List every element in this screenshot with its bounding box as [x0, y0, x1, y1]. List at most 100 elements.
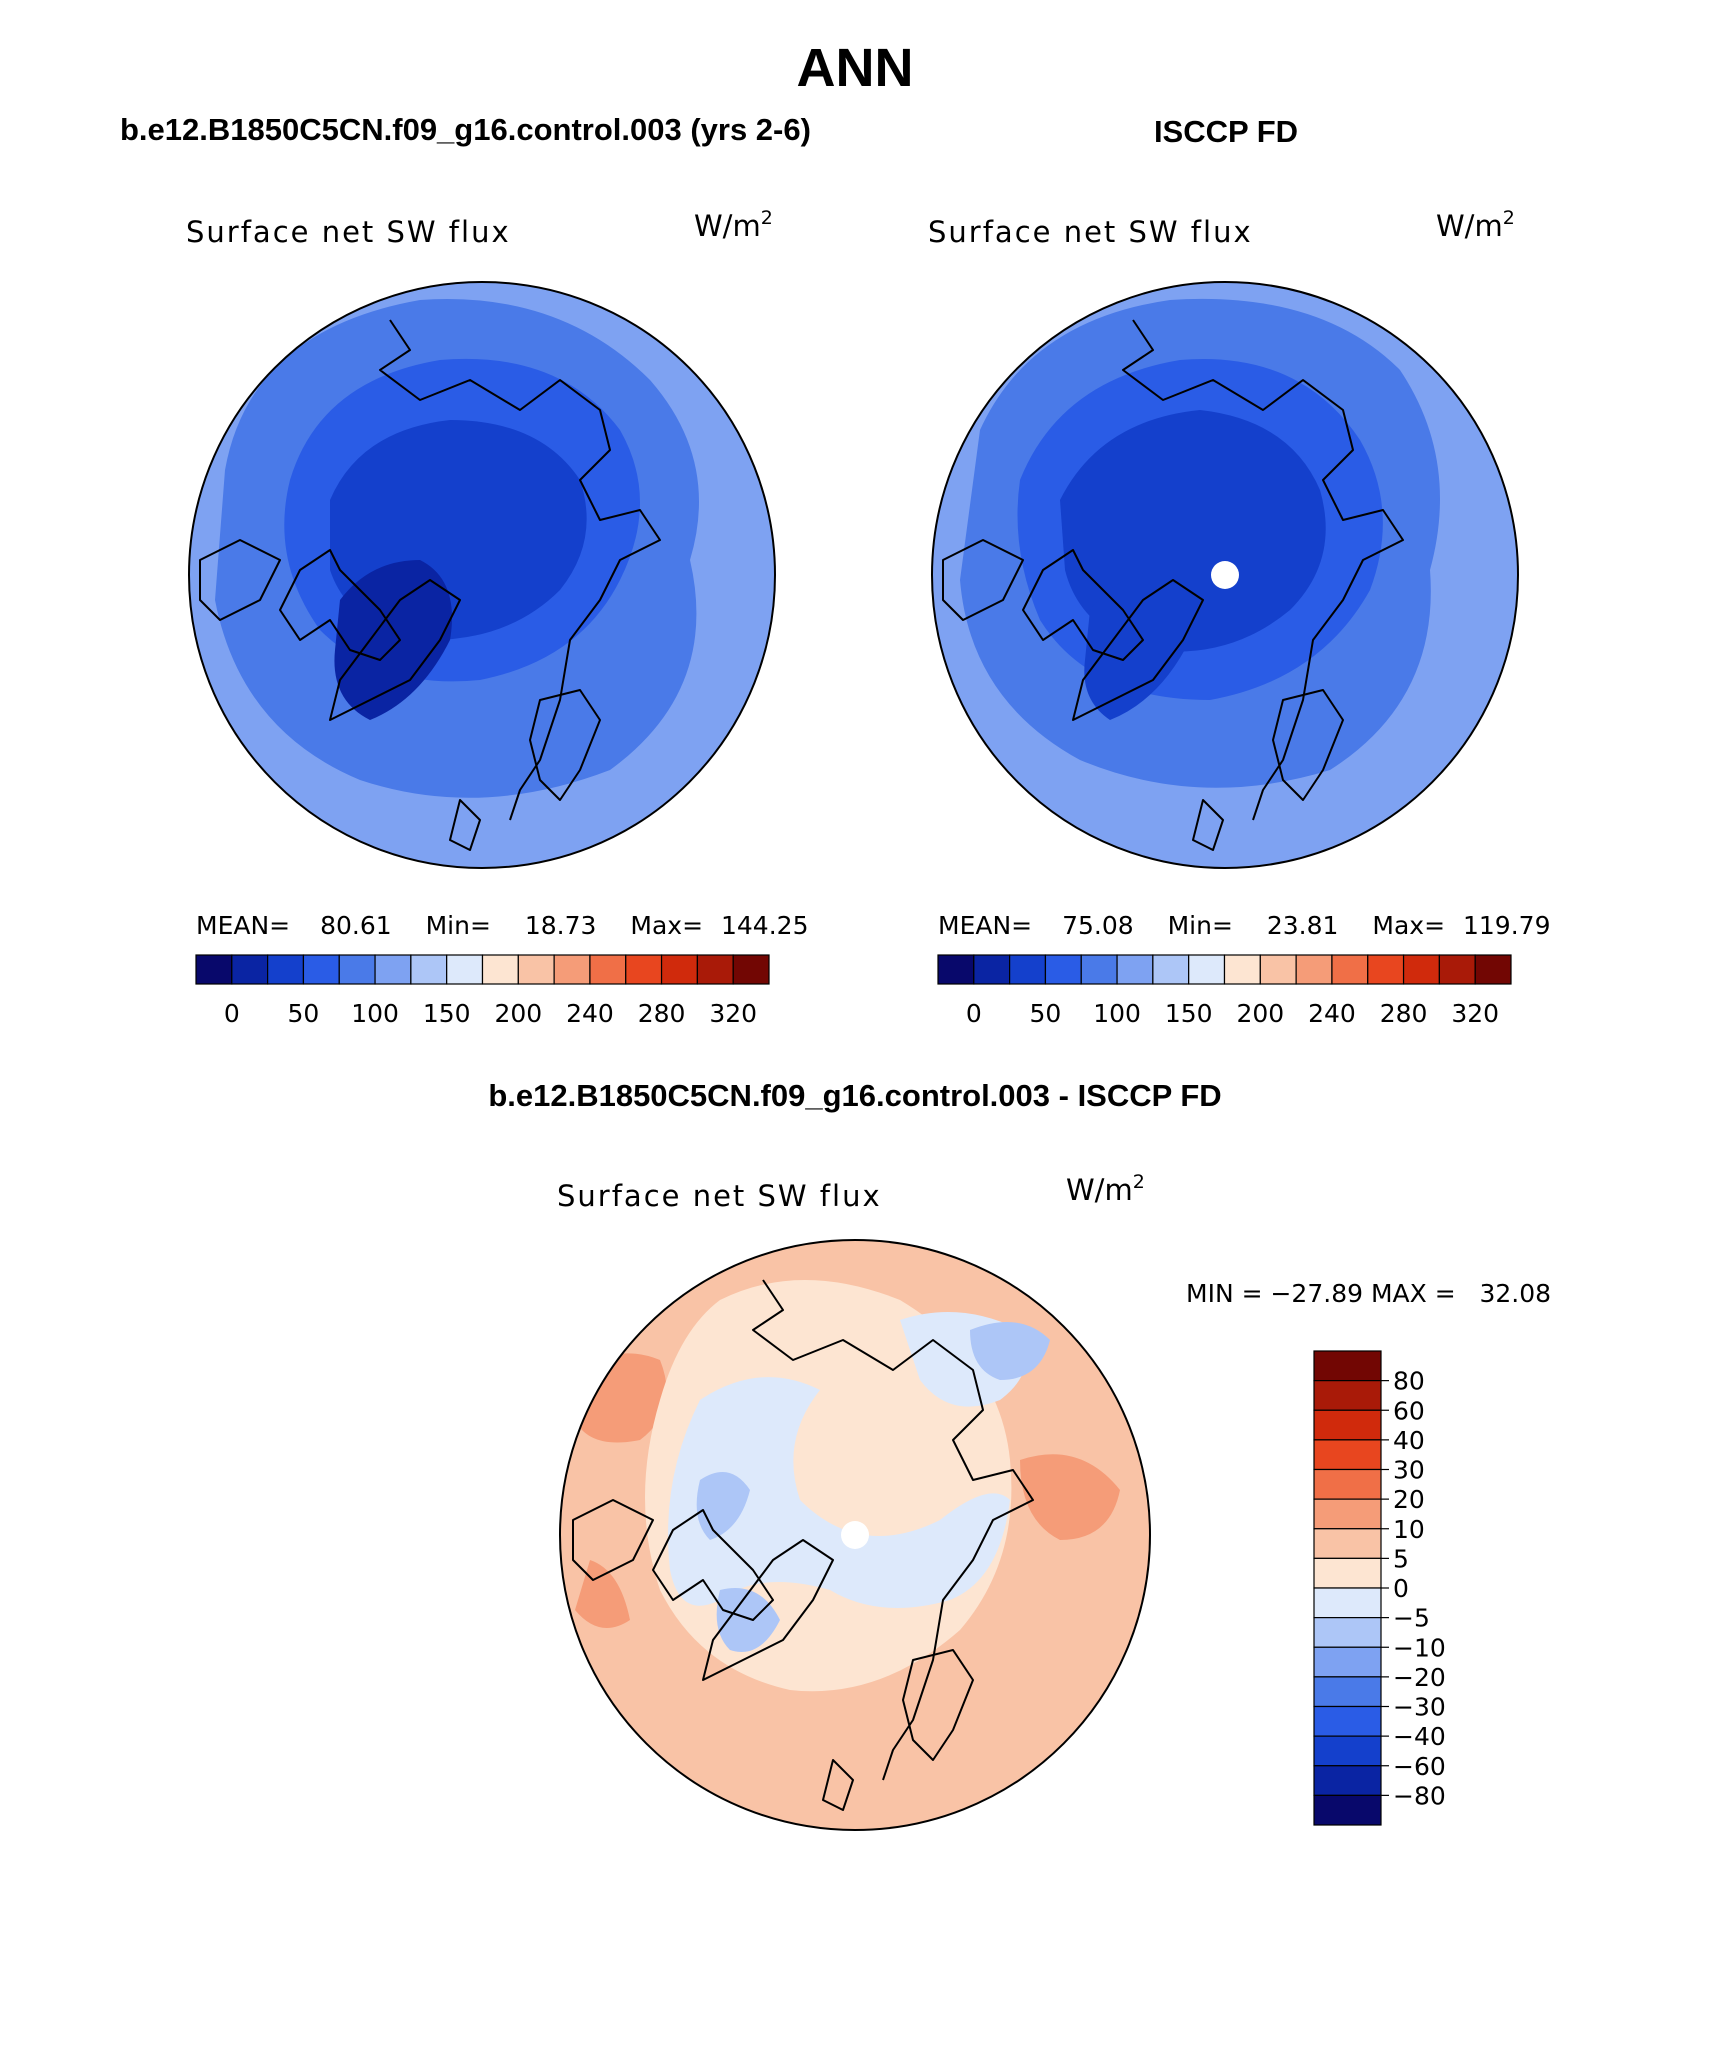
- colorbar-obs-tick-label: 100: [1093, 999, 1141, 1028]
- difference-header: b.e12.B1850C5CN.f09_g16.control.003 - IS…: [488, 1078, 1221, 1113]
- panel-left-stats: MEAN= 80.61 Min= 18.73 Max= 144.25: [196, 911, 808, 940]
- colorbar-difference-swatch: [1313, 1498, 1382, 1530]
- colorbar-difference-swatch: [1313, 1380, 1382, 1411]
- map-obs: [932, 282, 1518, 868]
- map-difference-zone-core: [696, 1322, 1050, 1652]
- colorbar-obs-swatch: [1080, 954, 1118, 985]
- colorbar-obs-tick-label: 240: [1308, 999, 1356, 1028]
- colorbar-obs-swatch: [1188, 954, 1226, 985]
- colorbar-model-tick-label: 100: [351, 999, 399, 1028]
- colorbar-difference-tick-label: −20: [1393, 1663, 1446, 1692]
- map-difference-border: [559, 1239, 1151, 1831]
- colorbar-obs-tick-label: 320: [1451, 999, 1499, 1028]
- colorbar-obs-swatch: [1152, 954, 1190, 985]
- colorbar-difference-tick-label: −60: [1393, 1752, 1446, 1781]
- colorbar-difference-swatch: [1313, 1468, 1382, 1500]
- colorbar-model-swatch: [231, 954, 269, 985]
- colorbar-difference-tick-label: −5: [1393, 1604, 1430, 1633]
- colorbar-obs-swatch: [1259, 954, 1297, 985]
- colorbar-obs-swatch: [1474, 954, 1512, 985]
- panel-right-stats: MEAN= 75.08 Min= 23.81 Max= 119.79: [938, 911, 1550, 940]
- colorbar-obs-swatch: [1331, 954, 1369, 985]
- colorbar-difference-swatch: [1313, 1705, 1382, 1737]
- panel-right-variable: Surface net SW flux: [928, 215, 1253, 249]
- map-difference: [560, 1240, 1150, 1830]
- colorbar-difference-tick-label: −40: [1393, 1722, 1446, 1751]
- colorbar-obs-tick-label: 50: [1030, 999, 1062, 1028]
- panel-left-units-exp: 2: [761, 207, 773, 229]
- panel-left-header: b.e12.B1850C5CN.f09_g16.control.003 (yrs…: [120, 112, 811, 147]
- colorbar-difference-swatch: [1313, 1617, 1382, 1648]
- panel-left-min-label: Min=: [426, 911, 491, 940]
- difference-minmax: MIN = −27.89 MAX = 32.08: [1186, 1279, 1551, 1308]
- colorbar-model-swatch: [338, 954, 376, 985]
- panel-right-max-label: Max=: [1372, 911, 1445, 940]
- colorbar-model-swatch: [553, 954, 591, 985]
- colorbar-difference-swatch: [1313, 1350, 1382, 1382]
- map-obs-pole-hole: [1211, 561, 1239, 589]
- colorbar-obs-swatch: [1044, 954, 1082, 985]
- colorbar-model-swatch: [696, 954, 734, 985]
- panel-right-min-label: Min=: [1168, 911, 1233, 940]
- colorbar-model-swatch: [517, 954, 555, 985]
- panel-left-mean-value: 80.61: [320, 911, 392, 940]
- colorbar-difference-swatch: [1313, 1794, 1382, 1826]
- colorbar-model-tick-label: 280: [638, 999, 686, 1028]
- colorbar-model-swatch: [732, 954, 770, 985]
- panel-left-max-value: 144.25: [721, 911, 808, 940]
- panel-right-max-value: 119.79: [1463, 911, 1550, 940]
- panel-left-variable: Surface net SW flux: [186, 215, 511, 249]
- colorbar-model-swatch: [446, 954, 484, 985]
- colorbar-difference-tick-label: 5: [1393, 1544, 1409, 1573]
- colorbar-obs-swatch: [1009, 954, 1047, 985]
- panel-right-mean-label: MEAN=: [938, 911, 1032, 940]
- panel-left-units-base: W/m: [694, 209, 761, 243]
- colorbar-difference-tick-label: 20: [1393, 1485, 1425, 1514]
- colorbar-difference-tick-label: −80: [1393, 1781, 1446, 1810]
- colorbar-difference-tick-label: 30: [1393, 1456, 1425, 1485]
- colorbar-difference-swatch: [1313, 1439, 1382, 1471]
- colorbar-difference-tick-label: 60: [1393, 1396, 1425, 1425]
- colorbar-model-swatch: [589, 954, 627, 985]
- colorbar-obs-swatch: [1116, 954, 1154, 985]
- colorbar-model-tick-label: 50: [288, 999, 320, 1028]
- colorbar-difference-tick-label: −30: [1393, 1693, 1446, 1722]
- colorbar-difference-swatch: [1313, 1409, 1382, 1441]
- map-model-border: [188, 281, 776, 869]
- panel-left-min-value: 18.73: [525, 911, 597, 940]
- map-difference-zone-deep: [570, 1353, 1120, 1628]
- colorbar-difference-tick-label: 40: [1393, 1426, 1425, 1455]
- colorbar-obs-tick-label: 150: [1165, 999, 1213, 1028]
- map-obs-coastline: [942, 319, 1404, 851]
- colorbar-difference-tick-label: 80: [1393, 1367, 1425, 1396]
- colorbar-model-swatch: [410, 954, 448, 985]
- colorbar-model-tick-label: 150: [423, 999, 471, 1028]
- colorbar-difference-swatch: [1313, 1557, 1382, 1589]
- panel-right-units-exp: 2: [1503, 207, 1515, 229]
- colorbar-obs-swatch: [1223, 954, 1261, 985]
- colorbar-model-swatch: [660, 954, 698, 985]
- map-difference-pole-hole: [841, 1521, 869, 1549]
- map-difference-zone-inner: [668, 1312, 1027, 1608]
- colorbar-difference-swatch: [1313, 1676, 1382, 1708]
- map-model: [189, 282, 775, 868]
- colorbar-model: 0 50 100 150 200 240 280 320: [195, 954, 770, 1028]
- panel-right-min-value: 23.81: [1267, 911, 1339, 940]
- colorbar-obs-swatch: [1402, 954, 1440, 985]
- colorbar-model-swatch: [374, 954, 412, 985]
- colorbar-model-swatch: [625, 954, 663, 985]
- colorbar-difference-swatch: [1313, 1587, 1382, 1619]
- panel-right-units: W/m2: [1436, 207, 1515, 243]
- difference-units-base: W/m: [1066, 1173, 1133, 1207]
- colorbar-model-swatch: [267, 954, 305, 985]
- colorbar-model-tick-label: 240: [566, 999, 614, 1028]
- panel-right-mean-value: 75.08: [1062, 911, 1134, 940]
- difference-units: W/m2: [1066, 1171, 1145, 1207]
- panel-right-units-base: W/m: [1436, 209, 1503, 243]
- panel-right-header: ISCCP FD: [1154, 114, 1298, 149]
- colorbar-obs: 0 50 100 150 200 240 280 320: [937, 954, 1512, 1028]
- colorbar-obs-swatch: [1438, 954, 1476, 985]
- colorbar-difference-swatch: [1313, 1646, 1382, 1678]
- difference-variable: Surface net SW flux: [557, 1179, 882, 1213]
